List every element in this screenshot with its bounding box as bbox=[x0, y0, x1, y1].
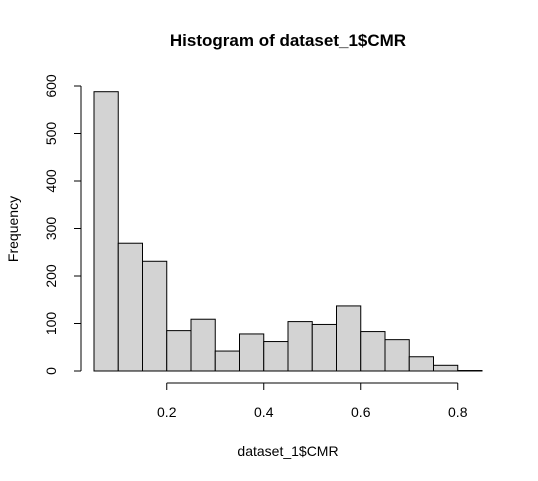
y-tick-label-3: 300 bbox=[43, 217, 59, 241]
bars-group bbox=[93, 91, 483, 372]
histogram-bar-5 bbox=[214, 350, 240, 372]
x-tick-label-2: 0.6 bbox=[351, 404, 371, 420]
histogram-bar-12 bbox=[384, 339, 410, 372]
histogram-bar-11 bbox=[360, 331, 386, 372]
y-tick-label-1: 100 bbox=[43, 312, 59, 336]
y-tick-label-4: 400 bbox=[43, 169, 59, 193]
histogram-bar-14 bbox=[433, 364, 459, 372]
y-tick-label-0: 0 bbox=[43, 367, 59, 375]
y-tick-label-5: 500 bbox=[43, 122, 59, 146]
y-tick-label-6: 600 bbox=[43, 74, 59, 98]
x-tick-label-0: 0.2 bbox=[157, 404, 177, 420]
x-tick-label-1: 0.4 bbox=[254, 404, 274, 420]
histogram-bar-3 bbox=[166, 330, 192, 372]
histogram-bar-13 bbox=[408, 356, 434, 372]
histogram-bar-6 bbox=[239, 333, 265, 372]
y-axis: 0 100 200 300 400 500 600 bbox=[43, 74, 82, 375]
y-axis-label: Frequency bbox=[5, 196, 21, 262]
y-tick-label-2: 200 bbox=[43, 264, 59, 288]
histogram-bar-8 bbox=[287, 321, 313, 372]
histogram-bar-0 bbox=[93, 91, 119, 372]
x-axis-label: dataset_1$CMR bbox=[237, 443, 338, 459]
histogram-bar-7 bbox=[263, 341, 289, 372]
histogram-bar-2 bbox=[142, 260, 168, 372]
histogram-bar-4 bbox=[190, 318, 216, 372]
histogram-bar-9 bbox=[311, 323, 337, 372]
histogram-bar-1 bbox=[117, 242, 143, 372]
chart-title: Histogram of dataset_1$CMR bbox=[170, 31, 406, 50]
x-tick-label-3: 0.8 bbox=[448, 404, 468, 420]
x-axis: 0.2 0.4 0.6 0.8 bbox=[157, 382, 468, 420]
histogram-bar-10 bbox=[336, 305, 362, 372]
